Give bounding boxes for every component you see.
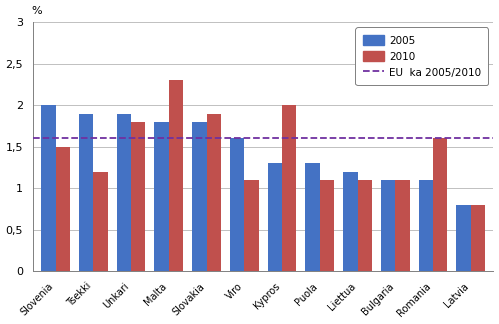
Bar (55, 147, 70, 271)
Bar (155, 122, 169, 271)
Bar (192, 122, 207, 271)
Bar (343, 172, 358, 271)
Bar (419, 180, 433, 271)
Bar (117, 113, 131, 271)
Bar (169, 80, 183, 271)
Legend: 2005, 2010, EU  ka 2005/2010: 2005, 2010, EU ka 2005/2010 (355, 28, 488, 85)
Bar (93, 172, 108, 271)
Bar (207, 113, 221, 271)
Bar (282, 105, 296, 271)
Bar (267, 163, 282, 271)
Bar (320, 180, 334, 271)
Text: %: % (31, 6, 42, 16)
Bar (395, 180, 410, 271)
Bar (245, 180, 258, 271)
Bar (471, 205, 485, 271)
Bar (358, 180, 372, 271)
Bar (230, 138, 245, 271)
Bar (381, 180, 395, 271)
Bar (305, 163, 320, 271)
Bar (79, 113, 93, 271)
Bar (433, 138, 448, 271)
Bar (41, 105, 55, 271)
Bar (131, 122, 145, 271)
Bar (457, 205, 471, 271)
